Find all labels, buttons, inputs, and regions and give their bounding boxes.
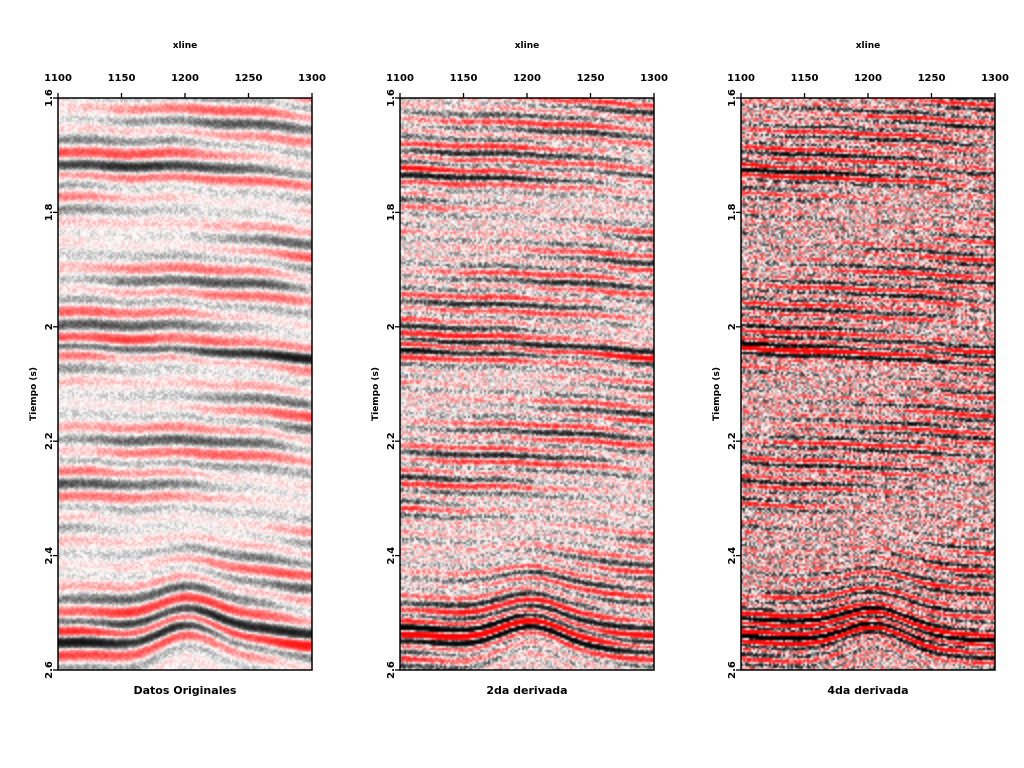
panel-title: 4da derivada [827, 684, 908, 697]
y-tick-label: 1.6 [727, 89, 738, 107]
y-tick-label: 2.4 [44, 547, 55, 565]
y-axis-label: Tiempo (s) [712, 367, 722, 421]
x-tick-label: 1200 [171, 73, 199, 84]
x-tick-label: 1100 [386, 73, 414, 84]
seismic-section-image [741, 98, 995, 670]
x-tick-label: 1150 [108, 73, 136, 84]
seismic-panel: 1100 1150 1200 1250 1300 1.6 1.8 2 2.2 2.4 2.6 xlin… [371, 41, 668, 697]
y-tick-label: 1.8 [727, 204, 738, 222]
seismic-section-image [58, 98, 312, 670]
x-tick-label: 1300 [981, 73, 1009, 84]
y-tick-label: 1.8 [386, 204, 397, 222]
y-tick-label: 2 [44, 323, 55, 330]
y-tick-label: 2.4 [727, 547, 738, 565]
x-tick-label: 1250 [918, 73, 946, 84]
x-axis-label: xline [856, 41, 881, 51]
y-tick-label: 2.6 [44, 661, 55, 679]
x-tick-label: 1250 [235, 73, 263, 84]
y-axis-label: Tiempo (s) [29, 367, 39, 421]
y-tick-label: 1.6 [44, 89, 55, 107]
y-tick-label: 2.4 [386, 547, 397, 565]
seismic-panel: 1100 1150 1200 1250 1300 1.6 1.8 2 2.2 2.4 2.6 xlin… [712, 41, 1009, 697]
x-tick-label: 1200 [513, 73, 541, 84]
y-tick-label: 2 [386, 323, 397, 330]
y-axis-label: Tiempo (s) [371, 367, 381, 421]
x-tick-label: 1100 [44, 73, 72, 84]
x-tick-label: 1200 [854, 73, 882, 84]
seismic-panel: 1100 1150 1200 1250 1300 1.6 1.8 2 2.2 2.4 2.6 xlin… [29, 41, 326, 697]
y-tick-label: 2.2 [727, 432, 738, 450]
seismic-section-image [400, 98, 654, 670]
y-tick-label: 2.2 [44, 432, 55, 450]
x-tick-label: 1150 [791, 73, 819, 84]
y-tick-label: 2.6 [727, 661, 738, 679]
x-axis-label: xline [515, 41, 540, 51]
y-tick-label: 1.6 [386, 89, 397, 107]
x-tick-label: 1250 [577, 73, 605, 84]
x-tick-label: 1300 [298, 73, 326, 84]
x-tick-label: 1300 [640, 73, 668, 84]
panel-title: 2da derivada [486, 684, 567, 697]
x-tick-label: 1100 [727, 73, 755, 84]
panel-title: Datos Originales [134, 684, 237, 697]
y-tick-label: 2.6 [386, 661, 397, 679]
x-tick-label: 1150 [450, 73, 478, 84]
y-tick-label: 2 [727, 323, 738, 330]
y-tick-label: 1.8 [44, 204, 55, 222]
y-tick-label: 2.2 [386, 432, 397, 450]
x-axis-label: xline [173, 41, 198, 51]
